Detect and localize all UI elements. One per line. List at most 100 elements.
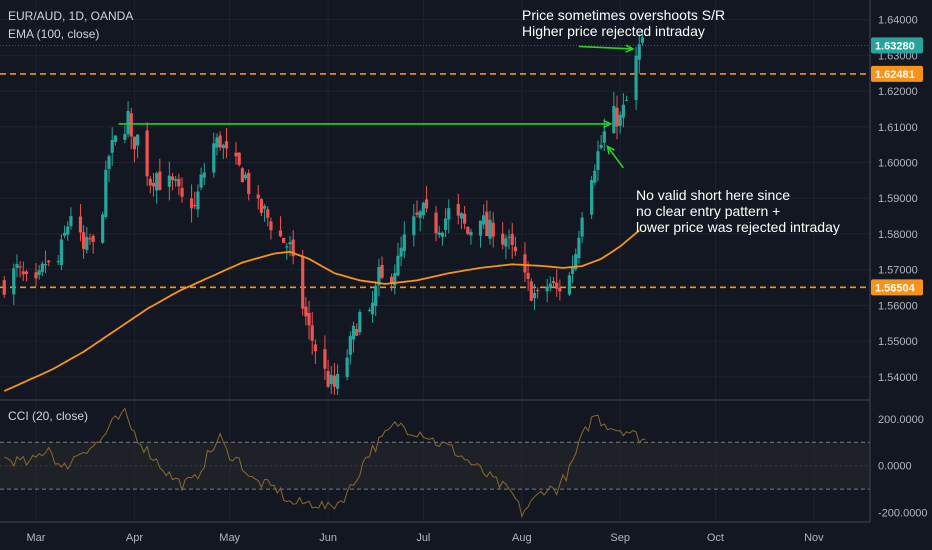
candle-body	[466, 227, 470, 235]
candle-body	[285, 246, 289, 248]
cci-tick-label: 0.0000	[878, 461, 912, 473]
candle-body	[24, 271, 29, 274]
candle-body	[332, 375, 337, 387]
annotation-arrow-2	[606, 144, 625, 169]
candle-body	[132, 136, 137, 150]
candle-body	[193, 204, 197, 207]
candle-body	[374, 285, 378, 306]
time-tick-label: Jul	[416, 532, 430, 544]
candle-body	[621, 104, 625, 118]
candle-body	[259, 199, 264, 213]
candle-body	[510, 233, 514, 245]
candle-body	[307, 312, 311, 326]
candle-body	[263, 205, 267, 209]
candle-body	[301, 256, 305, 309]
candle-body	[478, 220, 483, 236]
time-tick-label: Nov	[804, 532, 824, 544]
candle-body	[62, 232, 67, 236]
candle-body	[501, 233, 505, 245]
candle-body	[367, 310, 371, 312]
price-tag-bg	[871, 279, 923, 296]
arrow-shaft	[578, 45, 633, 50]
candle-body	[418, 211, 422, 218]
candle-body	[256, 194, 260, 199]
candle-body	[612, 106, 616, 134]
candle-body	[529, 281, 533, 301]
cci-legend: CCI (20, close)	[8, 409, 88, 423]
candle-body	[577, 237, 581, 259]
candle-body	[2, 280, 6, 295]
candle-body	[507, 236, 511, 238]
candle-body	[536, 290, 540, 292]
candle-body	[558, 287, 562, 292]
drawings	[118, 44, 635, 169]
candle-body	[304, 306, 308, 317]
candle-body	[424, 199, 429, 209]
candle-body	[177, 178, 181, 187]
candle-body	[523, 254, 527, 273]
candle-body	[113, 135, 117, 142]
candle-body	[237, 152, 241, 165]
candle-body	[129, 113, 133, 137]
candle-body	[170, 176, 175, 181]
price-tag-bg	[871, 37, 923, 54]
candle-body	[548, 283, 552, 288]
candle-body	[447, 208, 451, 220]
candle-body	[47, 260, 51, 263]
candle-body	[278, 230, 283, 237]
price-tag-bg	[871, 65, 923, 82]
candle-body	[151, 182, 156, 187]
candle-body	[78, 216, 83, 233]
annotation-arrow-1	[578, 44, 635, 53]
support-resistance-levels	[0, 44, 870, 289]
symbol-title: EUR/AUD, 1D, OANDA	[8, 9, 133, 23]
candle-body	[291, 239, 295, 257]
candle-body	[396, 255, 400, 276]
candle-body	[377, 267, 381, 286]
cci-tick-label: 200.0000	[878, 414, 924, 426]
candle-body	[101, 214, 105, 243]
price-tick-label: 1.54000	[878, 372, 918, 384]
cci-axis: 200.0000 0.0000 -200.0000	[878, 414, 928, 520]
candle-body	[329, 375, 333, 384]
candle-body	[599, 144, 603, 148]
annotation-text: Higher price rejected intraday	[522, 23, 705, 39]
price-tick-label: 1.61000	[878, 122, 918, 134]
candle-body	[624, 100, 629, 102]
time-tick-label: Sep	[610, 532, 630, 544]
annotation-text: lower price was rejected intraday	[636, 219, 840, 235]
cci-pane	[0, 407, 870, 518]
candle-body	[593, 170, 597, 183]
candle-body	[485, 211, 489, 237]
price-tick-label: 1.64000	[878, 15, 918, 27]
candle-body	[123, 134, 127, 140]
ema-legend: EMA (100, close)	[8, 27, 99, 41]
candle-body	[463, 213, 467, 224]
price-tick-label: 1.59000	[878, 193, 918, 205]
price-tick-label: 1.56000	[878, 300, 918, 312]
candle-body	[202, 172, 206, 178]
candle-body	[532, 292, 537, 299]
candlesticks	[2, 29, 645, 395]
candle-body	[355, 329, 359, 336]
candle-body	[580, 217, 584, 237]
candle-body	[18, 266, 22, 268]
cci-tick-label: -200.0000	[878, 508, 928, 520]
candle-body	[85, 237, 89, 250]
candle-body	[269, 221, 273, 231]
time-tick-label: Oct	[707, 532, 724, 544]
price-tags: 1.63280 1.62481 1.56504	[871, 37, 923, 296]
candle-body	[282, 237, 286, 243]
candle-body	[243, 174, 248, 179]
time-axis: Mar Apr May Jun Jul Aug Sep Oct Nov	[27, 532, 825, 544]
candle-body	[56, 261, 60, 263]
candle-body	[212, 143, 216, 173]
candle-body	[288, 242, 292, 245]
candle-body	[615, 107, 619, 127]
candle-body	[437, 232, 441, 235]
price-tick-label: 1.60000	[878, 158, 918, 170]
annotation-text: No valid short here since	[636, 187, 790, 203]
candle-body	[215, 137, 219, 148]
time-tick-label: May	[219, 532, 240, 544]
